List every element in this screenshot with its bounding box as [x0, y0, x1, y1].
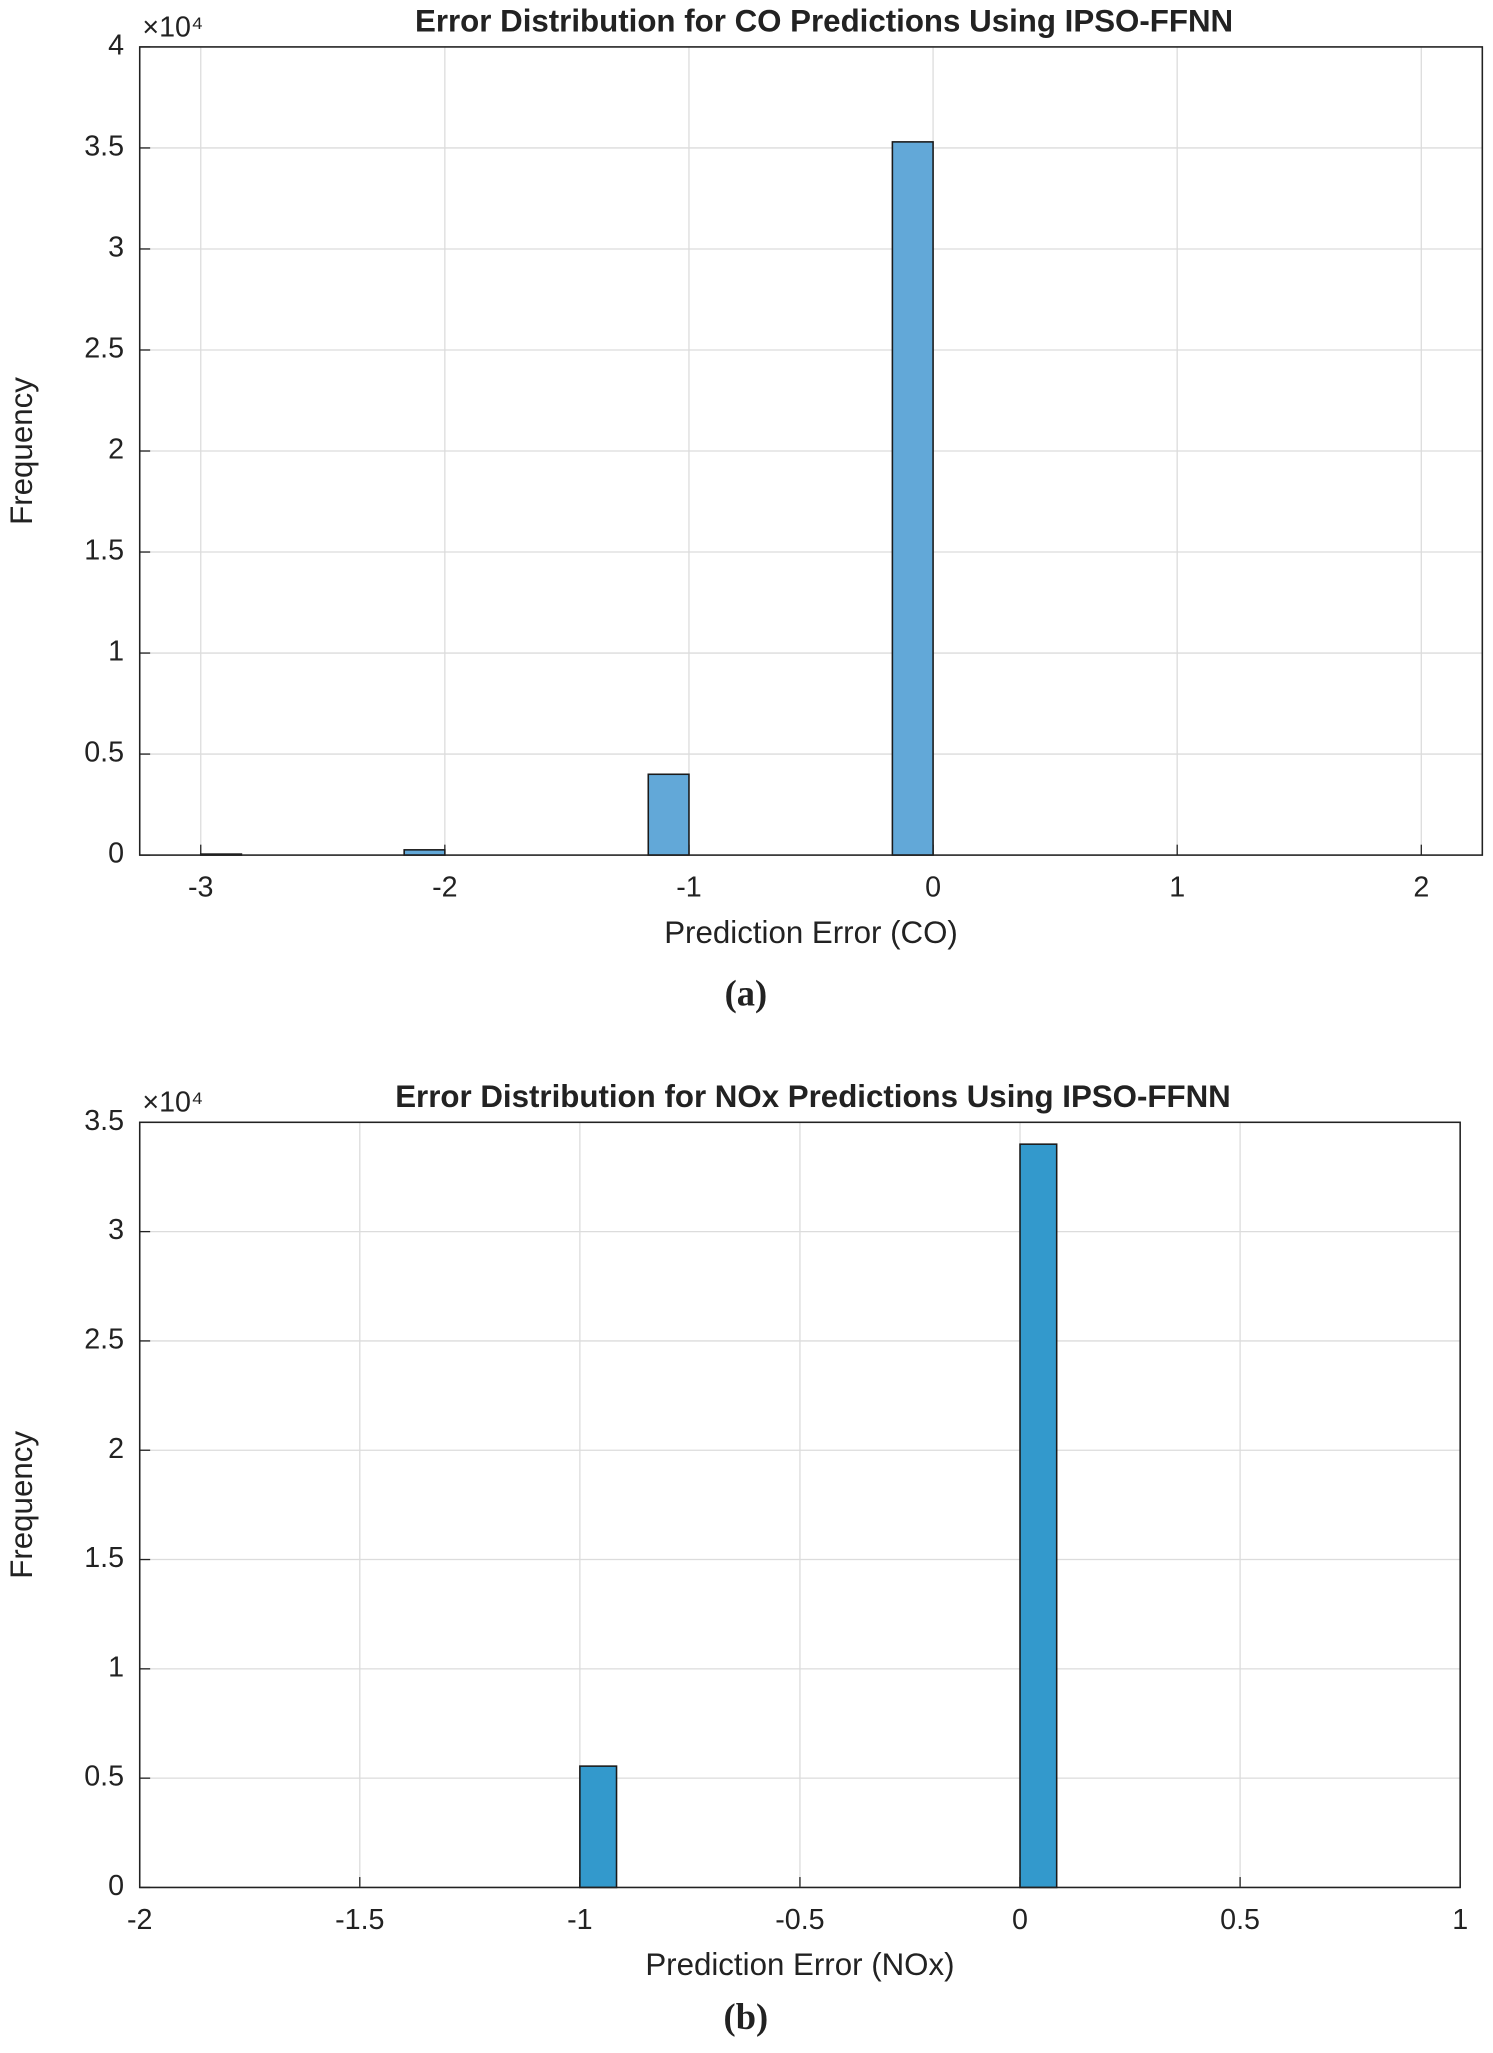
- y-tick-label: 1.5: [84, 535, 124, 567]
- bar: [579, 1765, 618, 1889]
- axes-box: [138, 1121, 1461, 1889]
- y-exponent: ×10⁴: [142, 11, 203, 43]
- y-axis-label: Frequency: [4, 377, 39, 525]
- x-tick-label: 1: [1452, 1904, 1468, 1936]
- chart-title: Error Distribution for NOx Predictions U…: [395, 1079, 1231, 1114]
- x-axis-label: Prediction Error (NOx): [645, 1947, 954, 1982]
- chart-title: Error Distribution for CO Predictions Us…: [415, 4, 1233, 39]
- x-tick-label: 1: [1169, 872, 1185, 904]
- x-tick-label: 0: [925, 872, 941, 904]
- x-tick-label: 0.5: [1220, 1904, 1260, 1936]
- y-tick-label: 0.5: [84, 1761, 124, 1793]
- y-tick-label: 0.5: [84, 737, 124, 769]
- x-tick-label: -1.5: [335, 1904, 384, 1936]
- x-tick-label: -1: [676, 872, 701, 904]
- x-tick-label: -2: [432, 872, 457, 904]
- y-tick-label: 0: [108, 838, 124, 870]
- x-tick-label: 0: [1012, 1904, 1028, 1936]
- y-tick-label: 2.5: [84, 333, 124, 365]
- y-tick-label: 4: [108, 30, 124, 62]
- y-tick-label: 3: [108, 232, 124, 264]
- y-tick-label: 1.5: [84, 1542, 124, 1574]
- y-tick-label: 2: [108, 434, 124, 466]
- bar: [1019, 1143, 1058, 1889]
- y-tick-label: 3: [108, 1214, 124, 1246]
- y-exponent: ×10⁴: [142, 1087, 203, 1119]
- caption: (a): [725, 973, 768, 1014]
- x-tick-label: -3: [188, 872, 213, 904]
- x-axis-label: Prediction Error (CO): [664, 915, 958, 950]
- bar: [403, 849, 446, 856]
- x-tick-label: 2: [1413, 872, 1429, 904]
- y-tick-label: 0: [108, 1870, 124, 1902]
- y-tick-label: 1: [108, 1651, 124, 1683]
- y-tick-label: 3.5: [84, 131, 124, 163]
- axes-box: [138, 46, 1484, 856]
- y-tick-label: 1: [108, 636, 124, 668]
- y-tick-label: 2.5: [84, 1323, 124, 1355]
- y-axis-label: Frequency: [4, 1431, 39, 1579]
- x-tick-label: -1: [567, 1904, 592, 1936]
- bar: [647, 773, 690, 856]
- y-tick-label: 2: [108, 1433, 124, 1465]
- bar: [891, 141, 934, 856]
- caption: (b): [724, 1996, 769, 2037]
- x-tick-label: -0.5: [775, 1904, 824, 1936]
- x-tick-label: -2: [127, 1904, 152, 1936]
- y-tick-label: 3.5: [84, 1105, 124, 1137]
